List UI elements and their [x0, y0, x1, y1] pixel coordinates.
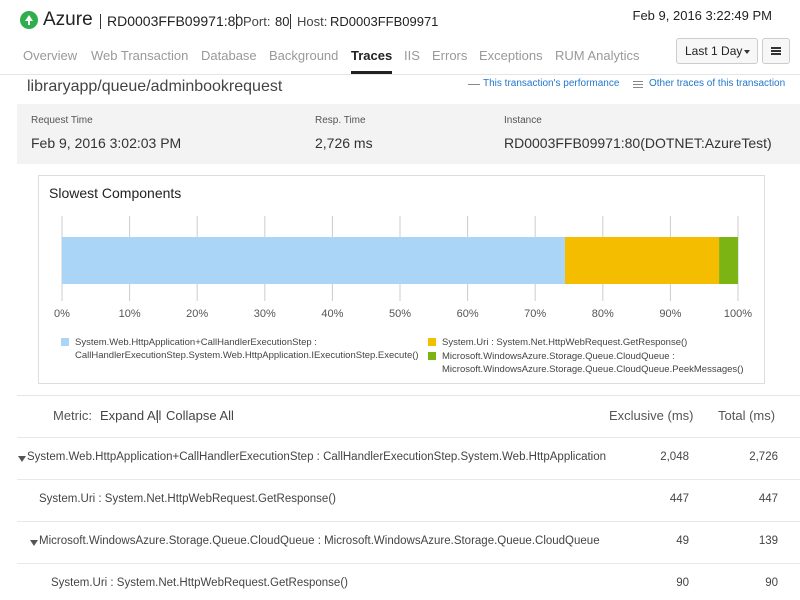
row-divider	[17, 479, 800, 480]
host: RD0003FFB09971	[330, 14, 438, 29]
legend-label: System.Web.HttpApplication+CallHandlerEx…	[75, 336, 427, 362]
details-band: Request Time Feb 9, 2016 3:02:03 PM Resp. …	[17, 104, 800, 164]
nav-tab[interactable]: Web Transaction	[91, 48, 188, 63]
nav-tab[interactable]: Overview	[23, 48, 77, 63]
nav-tab[interactable]: Database	[201, 48, 257, 63]
x-tick-label: 10%	[119, 308, 141, 320]
time-range: Last 1 Day	[685, 44, 742, 58]
exclusive-ms: 447	[670, 493, 689, 505]
nav-tab[interactable]: Background	[269, 48, 338, 63]
exclusive-ms: 2,048	[660, 451, 689, 463]
detail-value: Feb 9, 2016 3:02:03 PM	[31, 135, 181, 151]
row-name: System.Uri : System.Net.HttpWebRequest.G…	[39, 493, 336, 505]
x-tick-label: 40%	[321, 308, 343, 320]
column-header: Total (ms)	[718, 408, 775, 423]
nav-tab[interactable]: RUM Analytics	[555, 48, 640, 63]
traces-link[interactable]: Other traces of this transaction	[649, 78, 785, 89]
menu-icon	[771, 47, 781, 49]
exclusive-ms: 49	[676, 535, 689, 547]
detail-value: 2,726 ms	[315, 135, 373, 151]
perf-link[interactable]: This transaction's performance	[483, 78, 619, 89]
x-tick-label: 0%	[54, 308, 70, 320]
page-title: libraryapp/queue/adminbookrequest	[27, 78, 282, 96]
monitor-name: RD0003FFB09971:80	[100, 14, 243, 29]
bar-segment	[565, 237, 719, 284]
x-tick-label: 70%	[524, 308, 546, 320]
legend-swatch	[428, 338, 436, 346]
back-arrow-icon	[468, 84, 480, 85]
metric-label: Metric:	[53, 408, 92, 423]
separator	[157, 410, 158, 423]
x-tick-label: 90%	[659, 308, 681, 320]
row-name: System.Web.HttpApplication+CallHandlerEx…	[27, 451, 606, 463]
total-ms: 2,726	[749, 451, 778, 463]
x-tick-label: 80%	[592, 308, 614, 320]
legend-label: Microsoft.WindowsAzure.Storage.Queue.Clo…	[442, 350, 762, 376]
nav-tab[interactable]: Exceptions	[479, 48, 543, 63]
exclusive-ms: 90	[676, 577, 689, 589]
time-range-button[interactable]: Last 1 Day	[676, 38, 758, 64]
x-tick-label: 50%	[389, 308, 411, 320]
logo-arrow-stem	[28, 20, 30, 25]
expand-toggle[interactable]	[30, 540, 38, 546]
row-divider	[17, 563, 800, 564]
detail-label: Resp. Time	[315, 115, 366, 126]
row-name: Microsoft.WindowsAzure.Storage.Queue.Clo…	[39, 535, 600, 547]
current-datetime: Feb 9, 2016 3:22:49 PM	[633, 8, 772, 23]
row-divider	[17, 437, 800, 438]
x-tick-label: 100%	[724, 308, 752, 320]
host-label: Host:	[290, 14, 327, 29]
row-divider	[17, 521, 800, 522]
bar-segment	[62, 237, 565, 284]
list-icon	[633, 81, 643, 82]
total-ms: 139	[759, 535, 778, 547]
nav-tab[interactable]: Errors	[432, 48, 467, 63]
nav-tab[interactable]: IIS	[404, 48, 420, 63]
legend-label: System.Uri : System.Net.HttpWebRequest.G…	[442, 336, 762, 349]
row-name: System.Uri : System.Net.HttpWebRequest.G…	[51, 577, 348, 589]
expand-all[interactable]: Expand All	[100, 408, 161, 423]
nav-tab[interactable]: Traces	[351, 48, 392, 74]
app-name: Azure	[43, 9, 93, 31]
x-tick-label: 20%	[186, 308, 208, 320]
legend-swatch	[61, 338, 69, 346]
detail-label: Instance	[504, 115, 542, 126]
trace-table: Metric: Expand All Collapse All Exclusive (…	[17, 395, 800, 600]
x-tick-label: 30%	[254, 308, 276, 320]
port: 80	[275, 14, 289, 29]
total-ms: 90	[765, 577, 778, 589]
total-ms: 447	[759, 493, 778, 505]
expand-toggle[interactable]	[18, 456, 26, 462]
column-header: Exclusive (ms)	[609, 408, 694, 423]
legend-swatch	[428, 352, 436, 360]
caret	[744, 50, 750, 54]
x-tick-label: 60%	[457, 308, 479, 320]
collapse-all[interactable]: Collapse All	[166, 408, 234, 423]
detail-value: RD0003FFB09971:80(DOTNET:AzureTest)	[504, 135, 772, 151]
bar-segment	[719, 237, 738, 284]
menu-button[interactable]	[762, 38, 790, 64]
detail-label: Request Time	[31, 115, 93, 126]
port-label: Port:	[236, 14, 270, 29]
